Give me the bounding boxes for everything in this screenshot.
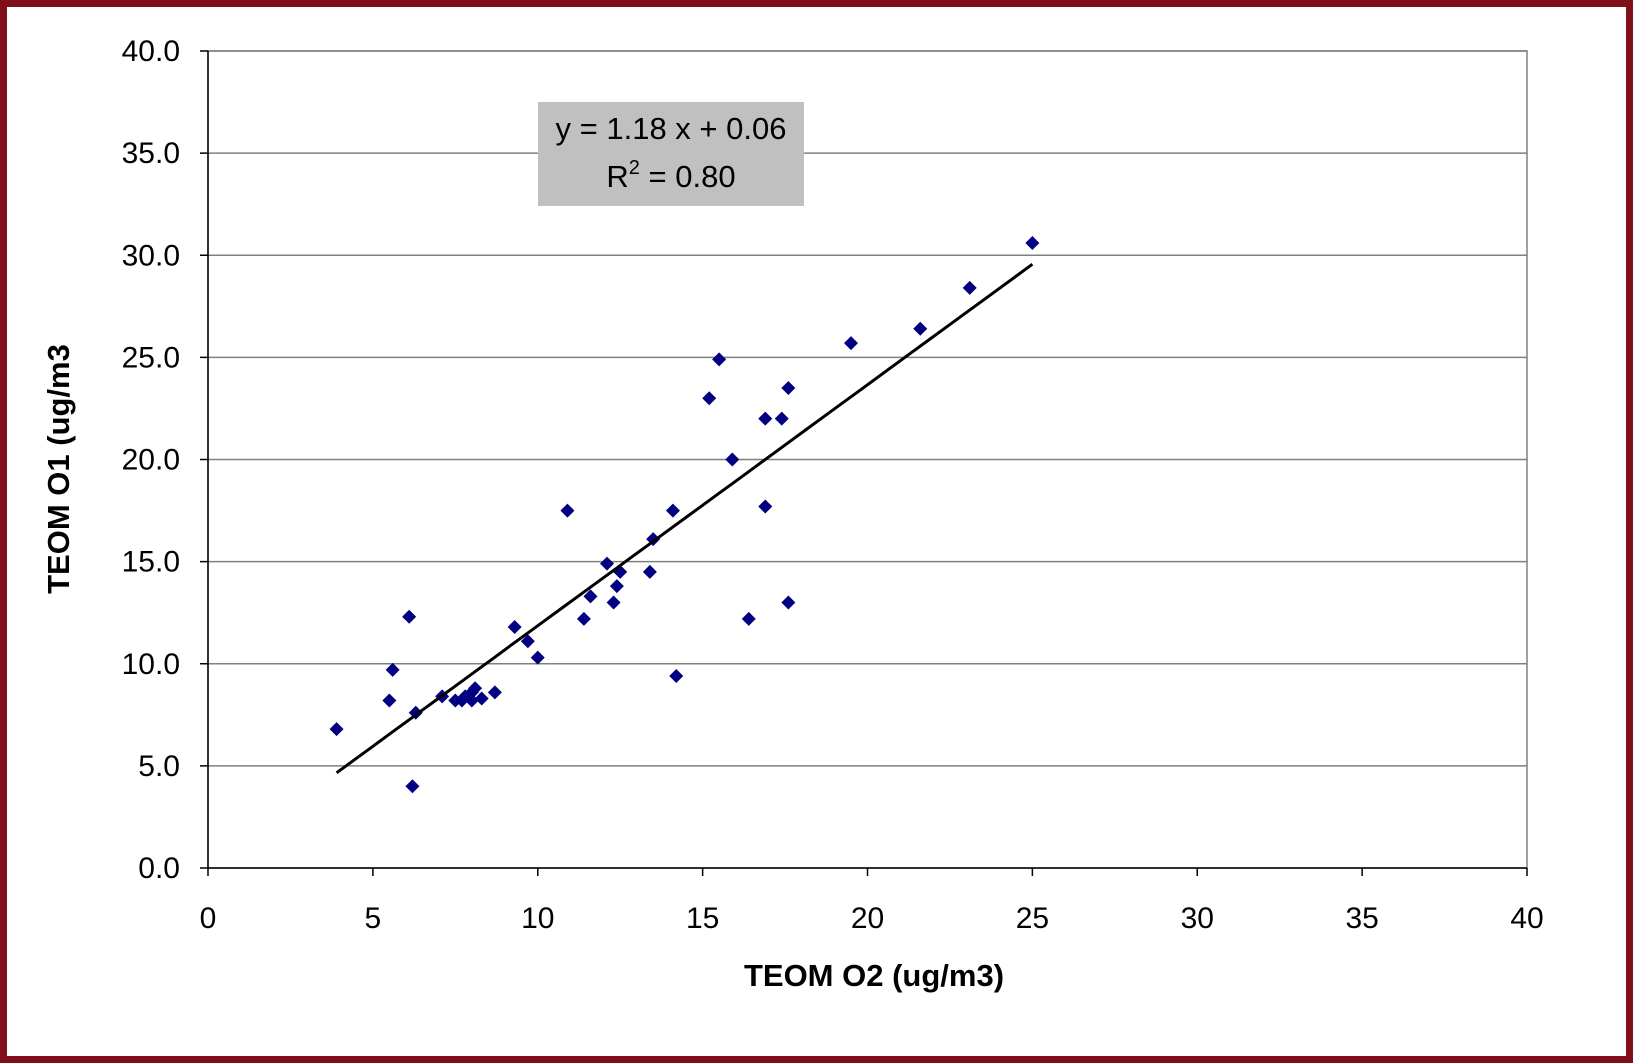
data-point (702, 391, 717, 406)
data-point (758, 411, 773, 426)
data-point (520, 634, 535, 649)
r-squared-value: = 0.80 (640, 159, 736, 194)
x-tick-label: 15 (686, 902, 719, 935)
data-point (507, 619, 522, 634)
data-point (725, 452, 740, 467)
data-point (669, 669, 684, 684)
x-tick-label: 25 (1016, 902, 1049, 935)
data-point (606, 595, 621, 610)
data-point (1025, 235, 1040, 250)
data-point (741, 611, 756, 626)
y-axis-tick-labels: 0.0 5.0 10.0 15.0 20.0 25.0 30.0 35.0 40.0 (122, 35, 180, 885)
y-tick-label: 25.0 (122, 341, 180, 374)
regression-annotation: y = 1.18 x + 0.06 R2 = 0.80 (538, 102, 804, 206)
x-tick-label: 5 (365, 902, 382, 935)
x-axis-tick-labels: 0 5 10 15 20 25 30 35 40 (200, 902, 1544, 935)
trendline (335, 262, 1034, 775)
axes (200, 50, 1528, 876)
y-axis-title: TEOM O1 (ug/m3 (41, 344, 76, 594)
r-squared-symbol: R (606, 159, 628, 194)
r-squared-superscript: 2 (629, 157, 640, 179)
data-point (609, 579, 624, 594)
x-tick-label: 20 (851, 902, 884, 935)
y-tick-label: 20.0 (122, 444, 180, 477)
x-axis-title: TEOM O2 (ug/m3) (744, 958, 1004, 993)
y-tick-label: 40.0 (122, 35, 180, 68)
data-point (583, 589, 598, 604)
data-point (468, 681, 483, 696)
data-point (405, 779, 420, 794)
data-point (599, 556, 614, 571)
y-tick-label: 0.0 (138, 852, 180, 885)
x-tick-label: 40 (1510, 902, 1543, 935)
x-tick-label: 30 (1181, 902, 1214, 935)
y-tick-label: 10.0 (122, 648, 180, 681)
data-point (329, 722, 344, 737)
y-tick-label: 15.0 (122, 546, 180, 579)
gridlines (208, 50, 1527, 767)
data-point (560, 503, 575, 518)
data-point (530, 650, 545, 665)
data-point (382, 693, 397, 708)
data-point (642, 564, 657, 579)
data-point (913, 321, 928, 336)
data-point (962, 280, 977, 295)
y-tick-label: 35.0 (122, 137, 180, 170)
data-point (781, 595, 796, 610)
data-point (402, 609, 417, 624)
data-points (329, 235, 1040, 794)
data-point (781, 381, 796, 396)
scatter-chart: 0.0 5.0 10.0 15.0 20.0 25.0 30.0 35.0 40.0 0 5 10 1… (41, 35, 1544, 993)
x-tick-label: 10 (521, 902, 554, 935)
r-squared-label: R2 = 0.80 (606, 157, 735, 194)
data-point (385, 662, 400, 677)
y-tick-label: 5.0 (138, 750, 180, 783)
data-point (712, 352, 727, 367)
data-point (474, 691, 489, 706)
data-point (665, 503, 680, 518)
x-tick-label: 0 (200, 902, 217, 935)
y-tick-label: 30.0 (122, 239, 180, 272)
x-tick-label: 35 (1345, 902, 1378, 935)
data-point (487, 685, 502, 700)
data-point (758, 499, 773, 514)
data-point (464, 693, 479, 708)
data-point (774, 411, 789, 426)
annotation-box (538, 102, 804, 206)
data-point (844, 336, 859, 351)
data-point (576, 611, 591, 626)
equation-label: y = 1.18 x + 0.06 (556, 111, 787, 146)
